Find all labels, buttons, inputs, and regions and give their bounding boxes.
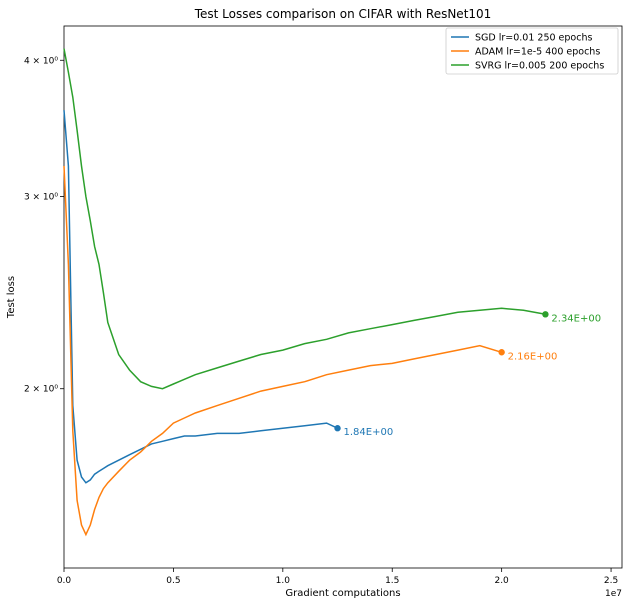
legend-entry: ADAM lr=1e-5 400 epochs xyxy=(475,47,600,58)
y-tick-label: 4 × 10⁰ xyxy=(24,56,58,66)
series-end-point xyxy=(498,349,505,356)
chart-title: Test Losses comparison on CIFAR with Res… xyxy=(194,7,492,21)
x-tick-label: 2.5 xyxy=(604,576,618,586)
legend-entry: SGD lr=0.01 250 epochs xyxy=(475,33,592,44)
plot-frame xyxy=(63,25,623,569)
series-end-point xyxy=(542,311,549,318)
x-tick-label: 2.0 xyxy=(494,576,509,586)
series-end-label: 1.84E+00 xyxy=(344,427,394,438)
y-tick-label: 2 × 10⁰ xyxy=(24,385,58,395)
legend-box xyxy=(445,27,619,75)
axis-ticks: 0.0 0.5 1.0 1.5 2.0 2.5 2 × 10⁰ 3 × 10⁰ 4 × 10⁰ xyxy=(24,56,618,586)
series-end-point xyxy=(334,425,341,432)
x-tick-label: 0.5 xyxy=(166,576,180,586)
series-lines: 1.84E+00 2.16E+00 2.34E+00 xyxy=(63,48,601,537)
series-line xyxy=(63,48,546,390)
x-tick-label: 0.0 xyxy=(57,576,72,586)
y-axis-label: Test loss xyxy=(6,276,17,319)
legend-entry: SVRG lr=0.005 200 epochs xyxy=(475,61,604,72)
series-line xyxy=(63,165,502,537)
series-line xyxy=(63,110,338,484)
series-end-label: 2.34E+00 xyxy=(551,313,601,324)
x-offset-label: 1e7 xyxy=(605,589,622,599)
x-tick-label: 1.0 xyxy=(276,576,291,586)
series-end-label: 2.16E+00 xyxy=(508,351,558,362)
x-axis-label: Gradient computations xyxy=(285,588,400,599)
y-tick-label: 3 × 10⁰ xyxy=(24,193,58,203)
legend: SGD lr=0.01 250 epochs ADAM lr=1e-5 400 e… xyxy=(445,27,619,75)
x-tick-label: 1.5 xyxy=(385,576,399,586)
